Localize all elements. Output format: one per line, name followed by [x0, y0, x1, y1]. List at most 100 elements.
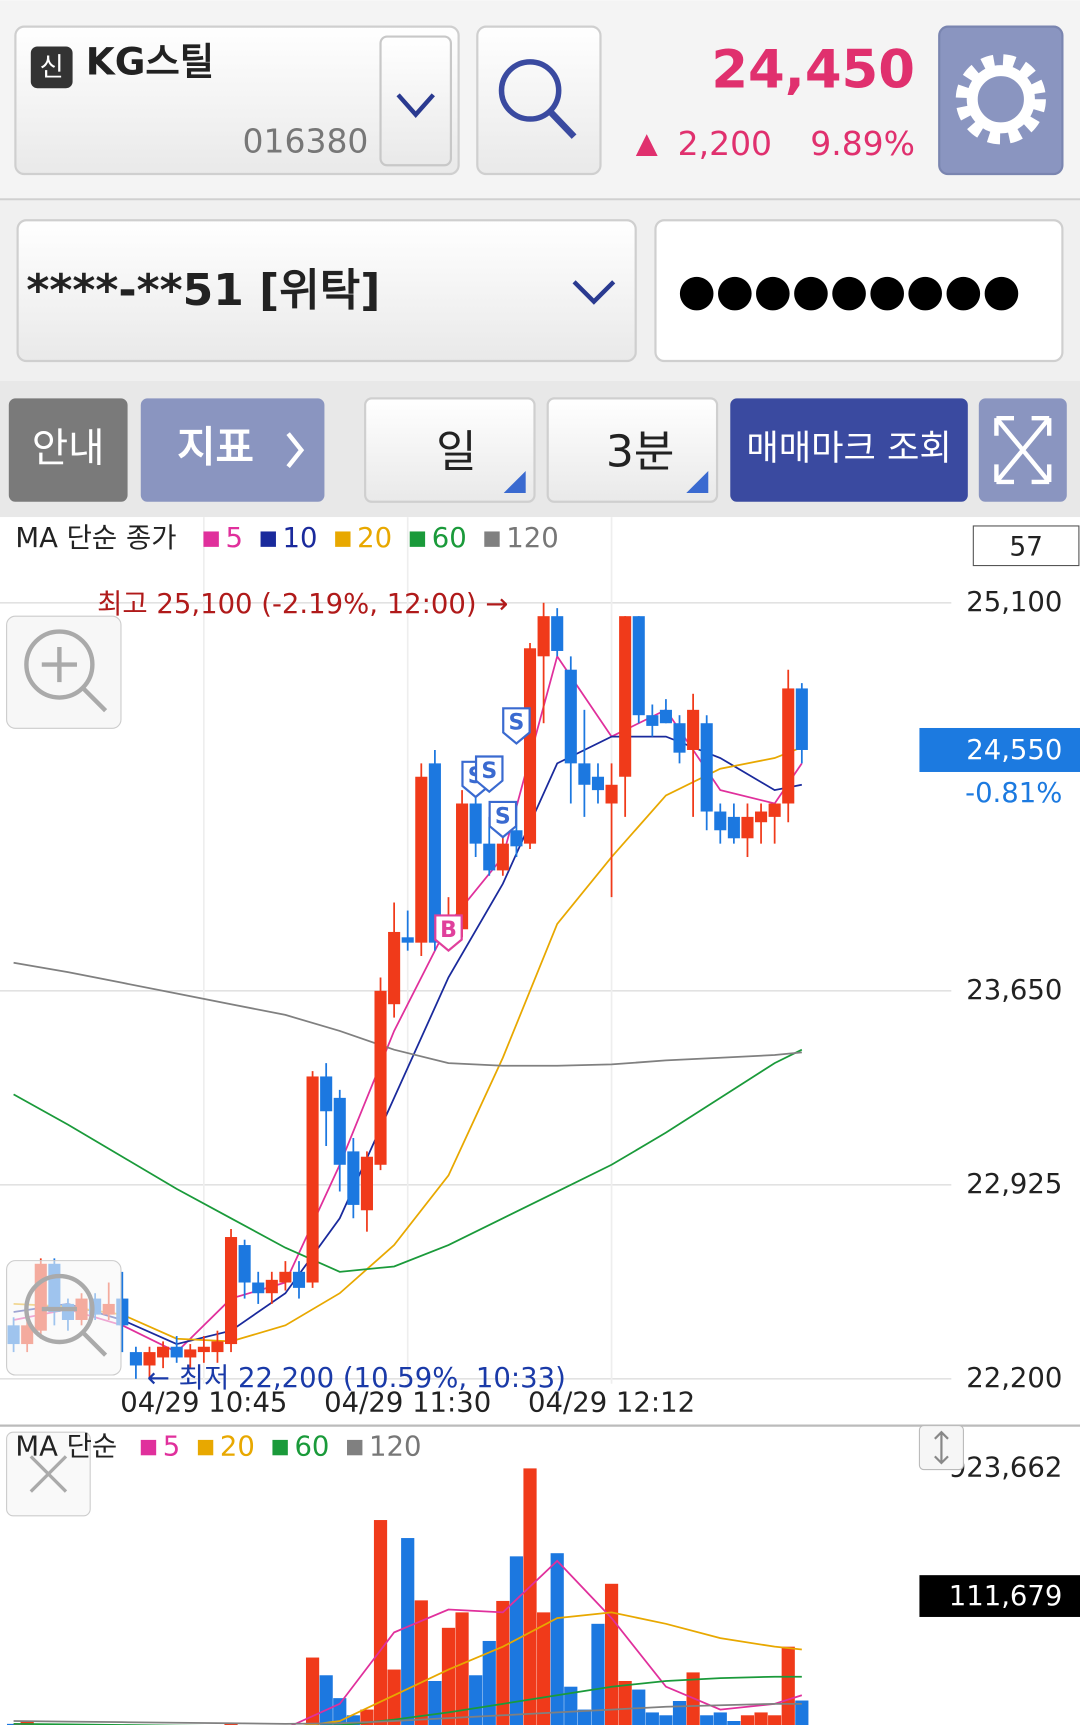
ma-line: [13, 1675, 802, 1725]
legend-label: 20: [357, 522, 392, 554]
legend-label: 120: [506, 522, 558, 554]
volume-bar: [564, 1686, 578, 1725]
candle-body: [428, 763, 441, 943]
y-tick-label: 23,650: [966, 974, 1062, 1006]
candle-body: [265, 1279, 278, 1294]
x-tick-label: 04/29 11:30: [324, 1387, 491, 1419]
password-field[interactable]: [654, 219, 1064, 363]
trade-mark-label: S: [495, 804, 511, 829]
chevron: [396, 93, 435, 118]
candle-body: [320, 1076, 333, 1112]
candle-body: [510, 830, 523, 847]
stock-name: KG스틸: [86, 40, 214, 84]
volume-bar: [319, 1675, 333, 1725]
trade-mark: [474, 755, 504, 794]
candle-body: [360, 1156, 373, 1211]
dropdown-button[interactable]: [379, 35, 453, 167]
ma-line: [13, 1702, 802, 1725]
trade-mark-label: 매매마크 조회: [746, 428, 951, 469]
stock-box[interactable]: [14, 25, 460, 176]
trade-mark-label: S: [481, 759, 497, 784]
volume-bar: [401, 1538, 415, 1725]
ma-line: [13, 961, 802, 1067]
legend-title: MA 단순 종가: [15, 522, 176, 554]
volume-bar: [795, 1700, 809, 1725]
candle-body: [374, 990, 387, 1165]
volume-bar: [604, 1583, 619, 1725]
volume-bar: [713, 1712, 727, 1725]
candle-body: [401, 937, 414, 943]
high-note: 최고 25,100 (-2.19%, 12:00) →: [97, 588, 508, 620]
chart-bg: [0, 517, 1080, 1725]
current-volume-box: [919, 1575, 1080, 1617]
candle-body: [306, 1076, 319, 1283]
legend-title: MA 단순: [15, 1431, 117, 1463]
period-box: [972, 525, 1080, 567]
candle-body: [646, 715, 659, 726]
candle-body: [292, 1271, 306, 1288]
ma-line: [13, 1559, 803, 1725]
y-tick-label: 22,200: [966, 1362, 1062, 1394]
volume-bar: [740, 1715, 755, 1725]
guide-label: 안내: [32, 426, 105, 472]
volume-bar: [537, 1612, 551, 1725]
current-change: -0.81%: [965, 777, 1062, 809]
zoom-icon: [24, 1273, 95, 1345]
trade-mark-button[interactable]: [730, 398, 968, 502]
candle-body: [782, 688, 795, 804]
legend-label: 60: [432, 522, 467, 554]
candle-body: [523, 648, 537, 844]
chevron: [286, 432, 305, 468]
legend-swatch: [197, 1439, 214, 1456]
volume-bar: [482, 1640, 496, 1725]
change: 2,200: [678, 124, 772, 163]
zoom-icon: [41, 646, 108, 713]
indicator-label: 지표: [177, 423, 254, 472]
trade-mark: [434, 914, 463, 953]
zoom-icon: [24, 629, 95, 700]
change-pct: 9.89%: [810, 124, 915, 163]
candle-body: [564, 669, 577, 764]
legend-swatch: [260, 531, 276, 547]
account-number: ****-**51 [위탁]: [26, 265, 380, 316]
volume-bar: [455, 1612, 469, 1725]
period-label: 일: [436, 426, 476, 477]
indicator-button[interactable]: [140, 398, 325, 502]
volume-bar: [577, 1709, 591, 1725]
period-button[interactable]: [364, 397, 536, 503]
volume-bar: [523, 1468, 537, 1725]
current-price: 24,550: [966, 734, 1062, 766]
trade-mark-label: S: [509, 711, 525, 736]
candle-body: [279, 1271, 292, 1283]
search-button[interactable]: [476, 25, 602, 176]
volume-bar: [591, 1623, 605, 1725]
interval-button[interactable]: [546, 397, 719, 503]
volume-bar: [346, 1715, 360, 1725]
trade-mark: [502, 707, 531, 745]
volume-bar: [781, 1646, 795, 1725]
low-note: ← 최저 22,200 (10.59%, 10:33): [147, 1362, 566, 1394]
settings-button[interactable]: [938, 25, 1064, 176]
chevron: [572, 280, 616, 305]
volume-bar: [305, 1657, 320, 1725]
volume-bar: [373, 1520, 388, 1725]
search-icon: [498, 59, 562, 122]
candle-body: [347, 1151, 360, 1205]
candle-body: [632, 616, 645, 716]
volume-bar: [441, 1627, 456, 1725]
candle-body: [469, 803, 482, 844]
volume-bar: [659, 1715, 673, 1725]
legend-swatch: [140, 1439, 157, 1456]
guide-button[interactable]: [8, 398, 128, 502]
volume-bar: [414, 1600, 428, 1725]
candle-body: [415, 776, 428, 943]
volume-bar: [224, 1723, 238, 1725]
candle-body: [755, 811, 768, 823]
account-select[interactable]: [16, 219, 637, 363]
legend-label: 5: [163, 1431, 181, 1463]
ma-line: [13, 1048, 803, 1273]
trade-mark: [488, 800, 518, 839]
candle-body: [741, 816, 754, 839]
zoom-icon: [41, 1306, 108, 1357]
corner: [503, 470, 526, 493]
